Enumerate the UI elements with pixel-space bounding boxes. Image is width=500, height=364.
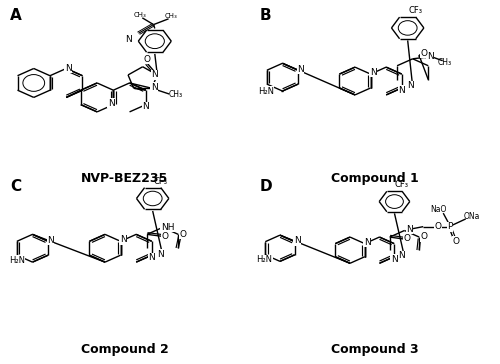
Text: N: N <box>47 236 54 245</box>
Text: N: N <box>391 254 398 264</box>
Text: N: N <box>142 102 149 111</box>
Text: N: N <box>158 250 164 259</box>
Text: N: N <box>297 65 304 74</box>
Text: CH₃: CH₃ <box>168 90 182 99</box>
Text: D: D <box>260 179 272 194</box>
Text: N: N <box>408 81 414 90</box>
Text: CF₃: CF₃ <box>153 177 167 186</box>
Text: B: B <box>260 8 272 23</box>
Text: CF₃: CF₃ <box>408 6 422 15</box>
Text: N: N <box>120 235 126 244</box>
Text: NH: NH <box>161 223 174 232</box>
Text: N: N <box>398 86 405 95</box>
Text: N: N <box>125 35 132 44</box>
Text: O: O <box>403 234 410 244</box>
Text: Compound 3: Compound 3 <box>331 343 419 356</box>
Text: N: N <box>364 238 370 246</box>
Text: N: N <box>108 99 114 108</box>
Text: N: N <box>370 68 376 77</box>
Text: N: N <box>294 236 300 245</box>
Text: N: N <box>427 52 434 62</box>
Text: N: N <box>151 83 158 92</box>
Text: NVP-BEZ235: NVP-BEZ235 <box>82 172 168 185</box>
Text: CH₃: CH₃ <box>164 13 177 19</box>
Text: N: N <box>148 253 155 262</box>
Text: N: N <box>398 251 406 260</box>
Text: CH₃: CH₃ <box>438 58 452 67</box>
Text: CF₃: CF₃ <box>395 181 409 189</box>
Text: O: O <box>420 48 428 58</box>
Text: NaO: NaO <box>430 205 446 214</box>
Text: O: O <box>434 222 442 231</box>
Text: H₂N: H₂N <box>256 255 272 264</box>
Text: O: O <box>420 232 428 241</box>
Text: Compound 2: Compound 2 <box>81 343 169 356</box>
Text: Compound 1: Compound 1 <box>331 172 419 185</box>
Text: P: P <box>448 222 453 231</box>
Text: O: O <box>144 55 151 64</box>
Text: A: A <box>10 8 22 23</box>
Text: N: N <box>65 64 71 73</box>
Text: O: O <box>162 232 168 241</box>
Text: H₂N: H₂N <box>258 87 274 96</box>
Text: N: N <box>152 71 158 79</box>
Text: ONa: ONa <box>464 211 480 221</box>
Text: C: C <box>10 179 21 194</box>
Text: CH₃: CH₃ <box>134 12 146 18</box>
Text: H₂N: H₂N <box>9 256 25 265</box>
Text: O: O <box>180 230 187 239</box>
Text: O: O <box>452 237 459 246</box>
Text: N: N <box>406 225 413 234</box>
